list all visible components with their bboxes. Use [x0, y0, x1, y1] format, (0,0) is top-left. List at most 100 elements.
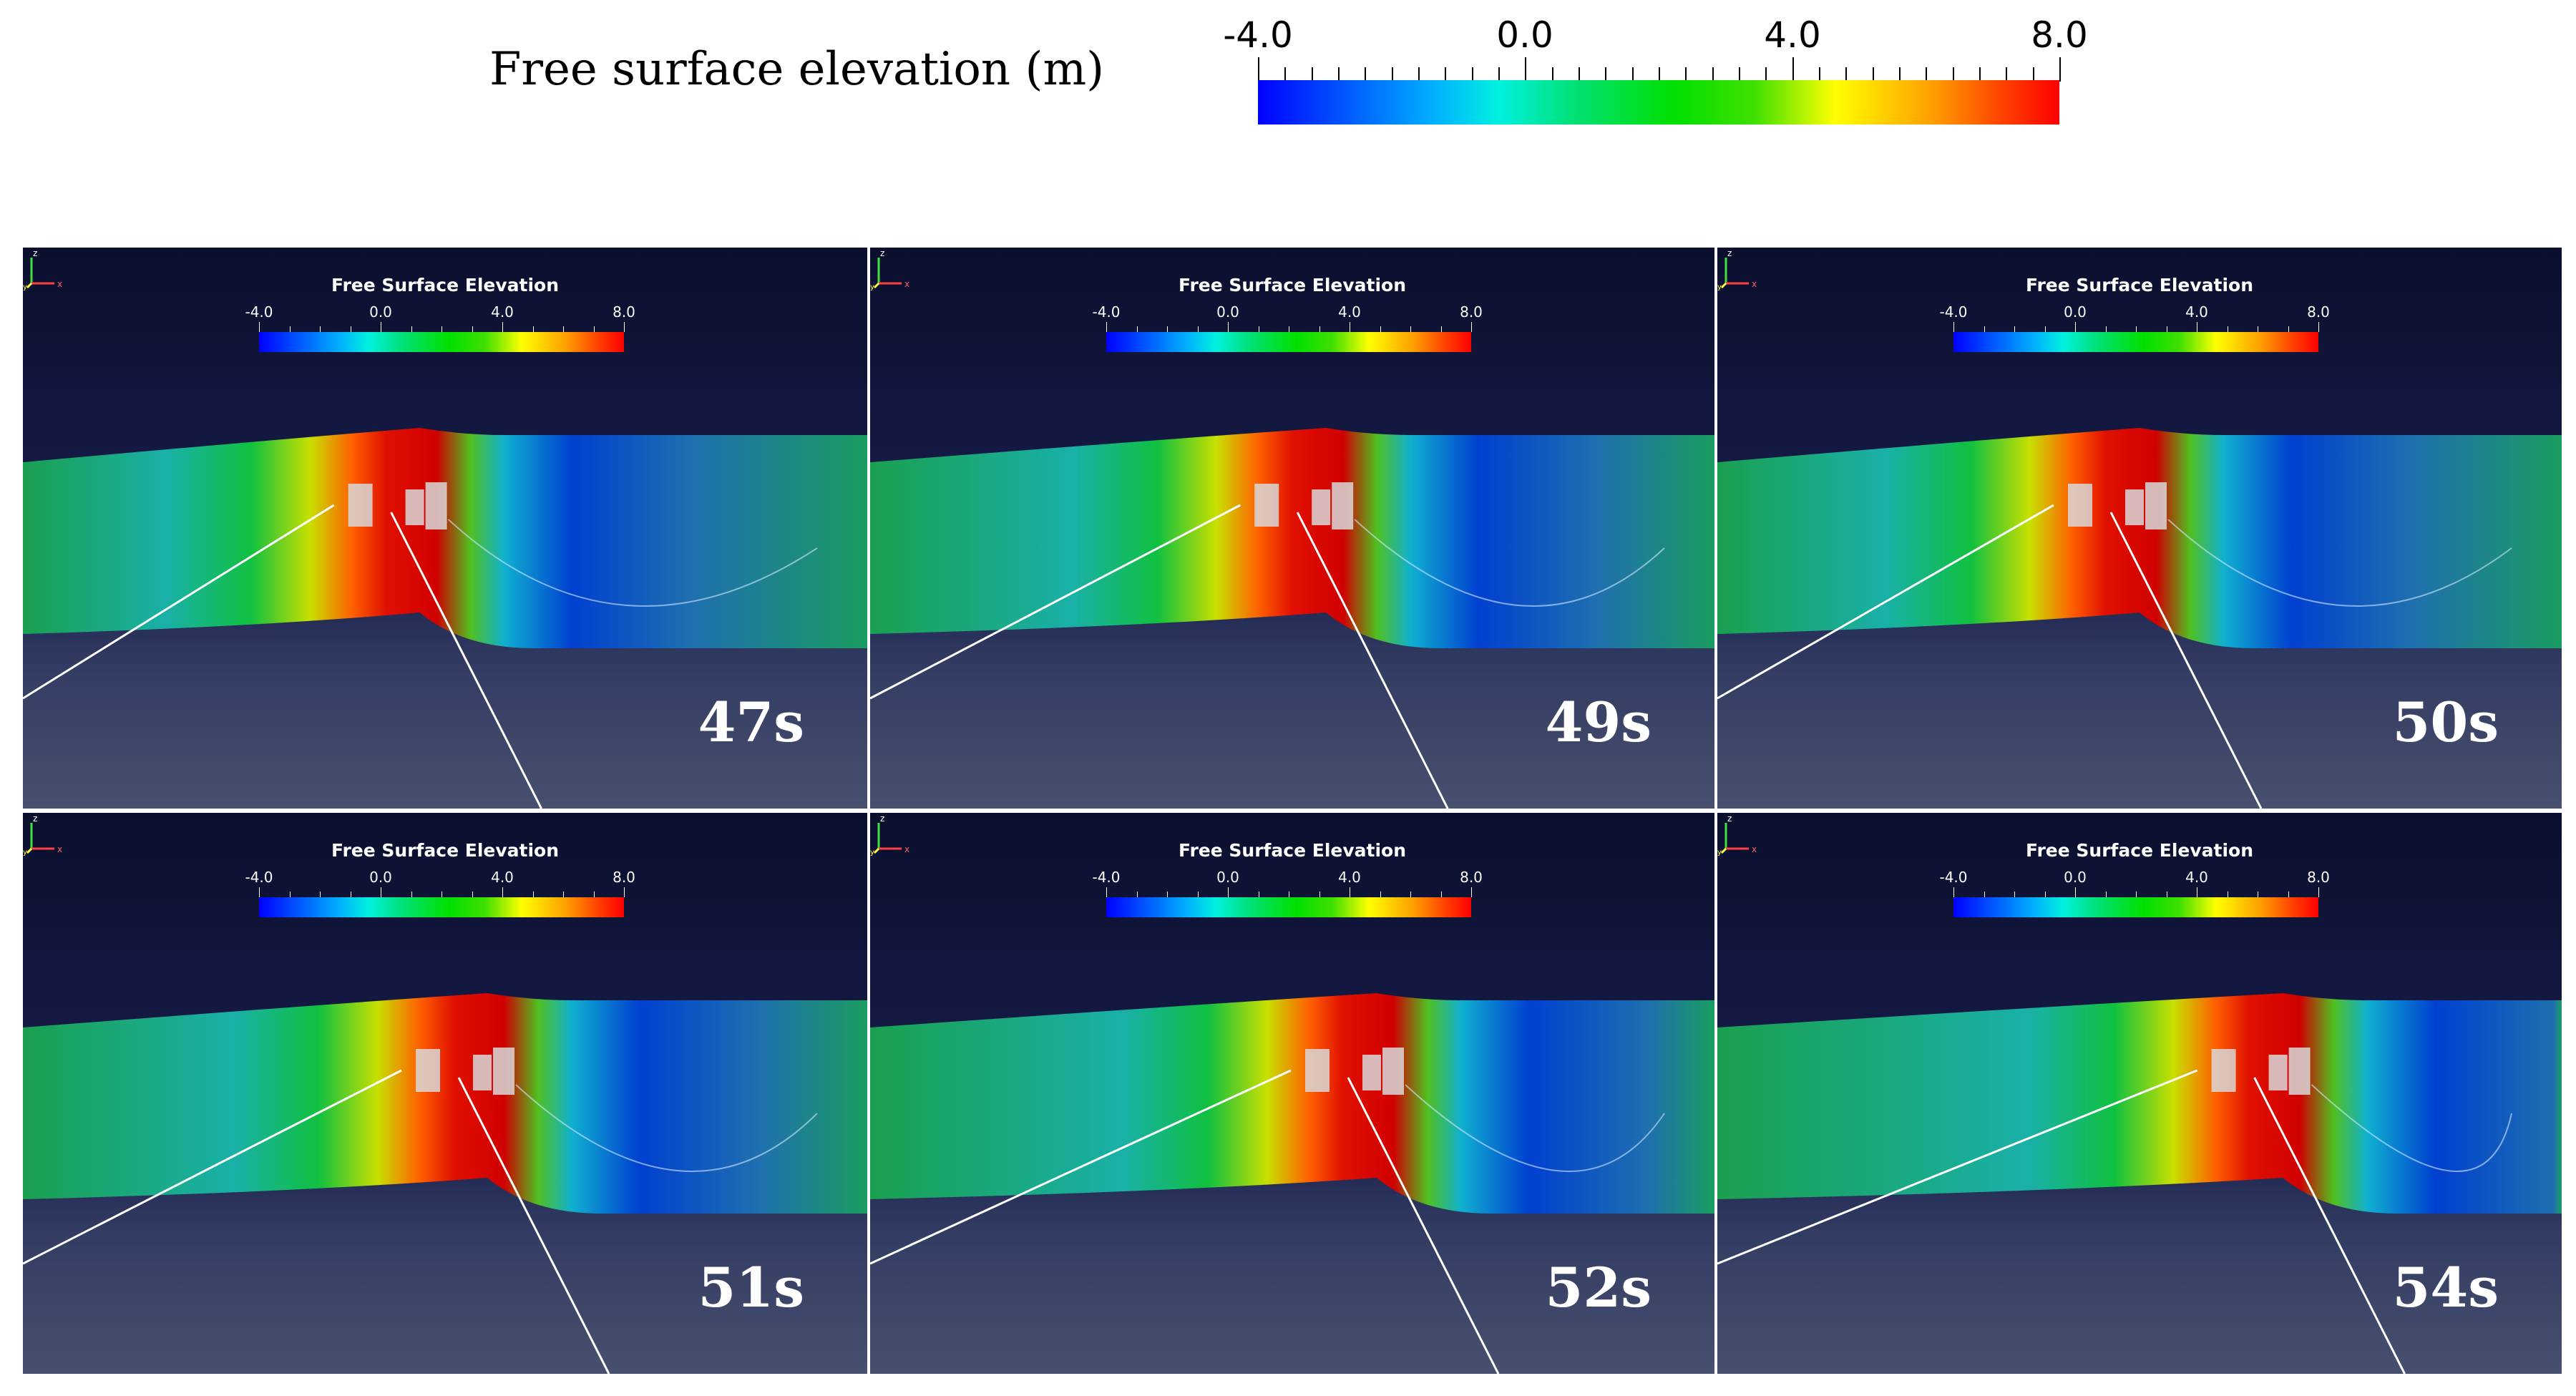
- mooring-line: [870, 1069, 1292, 1265]
- panel-colorbar-tick: [502, 887, 503, 897]
- panel-colorbar-tick: [532, 892, 534, 897]
- panel-colorbar-tick: [1471, 887, 1472, 897]
- platform-column: [2211, 1049, 2236, 1092]
- panel-colorbar-tick: [2288, 892, 2289, 897]
- panel-colorbar-tick: [320, 892, 321, 897]
- svg-text:z: z: [880, 814, 884, 824]
- panel-colorbar-tick: [1953, 322, 1954, 332]
- panel-colorbar-tick: [1319, 892, 1320, 897]
- panel-colorbar-tick: [1167, 326, 1168, 332]
- colorbar-tick: [1391, 67, 1393, 82]
- panel-colorbar-tick: [2318, 887, 2319, 897]
- colorbar-tick: [1579, 67, 1580, 82]
- colorbar-tick: [1899, 67, 1901, 82]
- mooring-line: [447, 519, 818, 607]
- panel-colorbar-tick: [2044, 326, 2046, 332]
- panel-colorbar-tick: [624, 887, 625, 897]
- wave-surface-render: [1717, 993, 2562, 1374]
- mooring-line: [2167, 519, 2512, 607]
- panel-colorbar-tick: [259, 887, 260, 897]
- platform-column: [1254, 484, 1279, 527]
- svg-text:z: z: [33, 248, 37, 258]
- panel-colorbar-tick: [1106, 887, 1107, 897]
- mooring-line: [390, 512, 542, 809]
- panel-tick-label: 4.0: [491, 303, 514, 321]
- mooring-line: [2253, 1077, 2406, 1374]
- snapshot-panel: Free Surface Elevation -4.0 0.0 4.0 8.0 …: [23, 813, 867, 1374]
- svg-text:y: y: [1717, 283, 1722, 291]
- colorbar-tick: [1792, 57, 1794, 82]
- timestamp-label: 52s: [1545, 1256, 1652, 1319]
- colorbar-tick: [1659, 67, 1660, 82]
- panel-colorbar-tick: [1440, 326, 1442, 332]
- colorbar-tick: [1685, 67, 1687, 82]
- colorbar-tick: [1258, 57, 1259, 82]
- panel-colorbar-title: Free Surface Elevation: [1178, 275, 1407, 296]
- mooring-line: [1717, 504, 2054, 700]
- panel-colorbar-tick: [1167, 892, 1168, 897]
- panel-colorbar-title: Free Surface Elevation: [331, 275, 560, 296]
- panel-colorbar-tick: [1380, 892, 1381, 897]
- colorbar-tick: [1926, 67, 1928, 82]
- colorbar-tick: [2059, 57, 2061, 82]
- panel-colorbar-tick: [441, 892, 442, 897]
- panel-colorbar: [1953, 897, 2318, 917]
- free-surface: [23, 993, 867, 1214]
- colorbar-tick: [1819, 67, 1820, 82]
- free-surface: [1717, 993, 2562, 1214]
- mooring-line: [23, 504, 335, 700]
- platform-column: [2125, 489, 2144, 525]
- svg-text:z: z: [33, 814, 37, 824]
- colorbar-tick: [1712, 67, 1714, 82]
- mooring-line: [2109, 512, 2263, 809]
- mooring-line: [457, 1077, 610, 1374]
- panel-colorbar-tick: [411, 892, 412, 897]
- colorbar-tick: [1551, 67, 1553, 82]
- panel-colorbar-tick: [1228, 322, 1229, 332]
- svg-text:y: y: [23, 849, 27, 856]
- platform-column: [1312, 489, 1331, 525]
- wave-surface-render: [1717, 428, 2562, 809]
- timestamp-label: 47s: [698, 690, 804, 754]
- panel-colorbar-tick: [259, 322, 260, 332]
- panel-colorbar: [1106, 332, 1471, 352]
- figure-title: Free surface elevation (m): [489, 43, 1105, 96]
- panel-colorbar-tick: [593, 326, 595, 332]
- panel-colorbar-tick: [1410, 326, 1411, 332]
- panel-colorbar-tick: [2318, 322, 2319, 332]
- svg-text:x: x: [57, 844, 62, 854]
- panel-colorbar-tick: [532, 326, 534, 332]
- floating-platform: [1305, 1048, 1404, 1095]
- orientation-axes-icon: z x y: [23, 814, 62, 856]
- panel-tick-label: 8.0: [1460, 303, 1483, 321]
- colorbar-tick-label: 4.0: [1764, 14, 1821, 56]
- panel-tick-label: -4.0: [245, 869, 273, 886]
- colorbar-tick-label: 8.0: [2031, 14, 2088, 56]
- colorbar-tick: [1445, 67, 1447, 82]
- panel-colorbar: [259, 332, 624, 352]
- floating-platform: [1254, 482, 1354, 529]
- panel-tick-label: 0.0: [369, 869, 392, 886]
- colorbar-tick: [2006, 67, 2008, 82]
- colorbar-tick: [1284, 67, 1287, 82]
- wave-surface-render: [870, 993, 1714, 1374]
- panel-tick-label: 4.0: [2185, 869, 2208, 886]
- panel-colorbar-tick: [289, 326, 291, 332]
- colorbar-tick: [1311, 67, 1313, 82]
- mooring-line: [870, 504, 1241, 700]
- floating-platform: [416, 1048, 514, 1095]
- orientation-axes-icon: z x y: [870, 814, 909, 856]
- colorbar-tick: [1739, 67, 1740, 82]
- panel-colorbar-tick: [1228, 887, 1229, 897]
- panel-colorbar-tick: [2136, 326, 2137, 332]
- platform-column: [2145, 482, 2167, 529]
- panel-colorbar-tick: [563, 326, 564, 332]
- panel-colorbar-tick: [411, 326, 412, 332]
- colorbar-tick: [1872, 67, 1874, 82]
- svg-text:y: y: [870, 283, 874, 291]
- colorbar-tick-label: 0.0: [1496, 14, 1553, 56]
- svg-text:x: x: [904, 844, 909, 854]
- panel-colorbar-title: Free Surface Elevation: [2025, 275, 2254, 296]
- snapshot-panel: Free Surface Elevation -4.0 0.0 4.0 8.0 …: [870, 813, 1714, 1374]
- mooring-line: [1717, 1069, 2198, 1265]
